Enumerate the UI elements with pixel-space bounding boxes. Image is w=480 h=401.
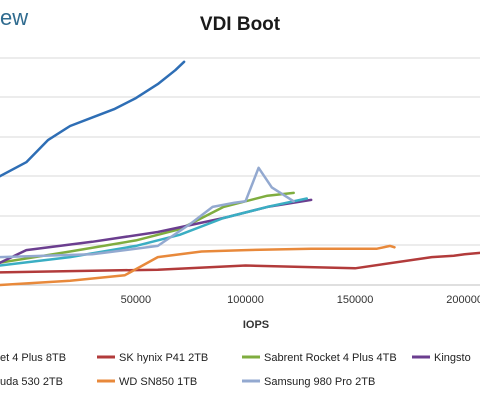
legend-label-2: Sabrent Rocket 4 Plus 4TB — [264, 352, 397, 364]
legend-label-6: Samsung 980 Pro 2TB — [264, 376, 375, 388]
x-tick-label: 200000 — [446, 294, 480, 306]
series-line-5 — [0, 244, 396, 287]
brand-logo-fragment: ew — [0, 5, 29, 30]
legend-label-3: Kingsto — [434, 352, 471, 364]
legend-label-4: uda 530 2TB — [0, 376, 63, 388]
x-axis-label: IOPS — [243, 319, 269, 331]
series-line-6 — [0, 166, 295, 259]
legend-label-1: SK hynix P41 2TB — [119, 352, 208, 364]
x-tick-label: 100000 — [227, 294, 264, 306]
chart-title: VDI Boot — [199, 14, 281, 35]
series-line-3 — [0, 198, 313, 264]
series-line-0 — [0, 60, 186, 178]
legend-label-5: WD SN850 1TB — [119, 376, 197, 388]
legend-label-0: et 4 Plus 8TB — [0, 352, 66, 364]
x-tick-label: 50000 — [121, 294, 152, 306]
x-tick-label: 150000 — [337, 294, 374, 306]
series-line-4 — [0, 197, 309, 267]
series-line-1 — [0, 251, 480, 274]
series-line-2 — [0, 191, 295, 264]
